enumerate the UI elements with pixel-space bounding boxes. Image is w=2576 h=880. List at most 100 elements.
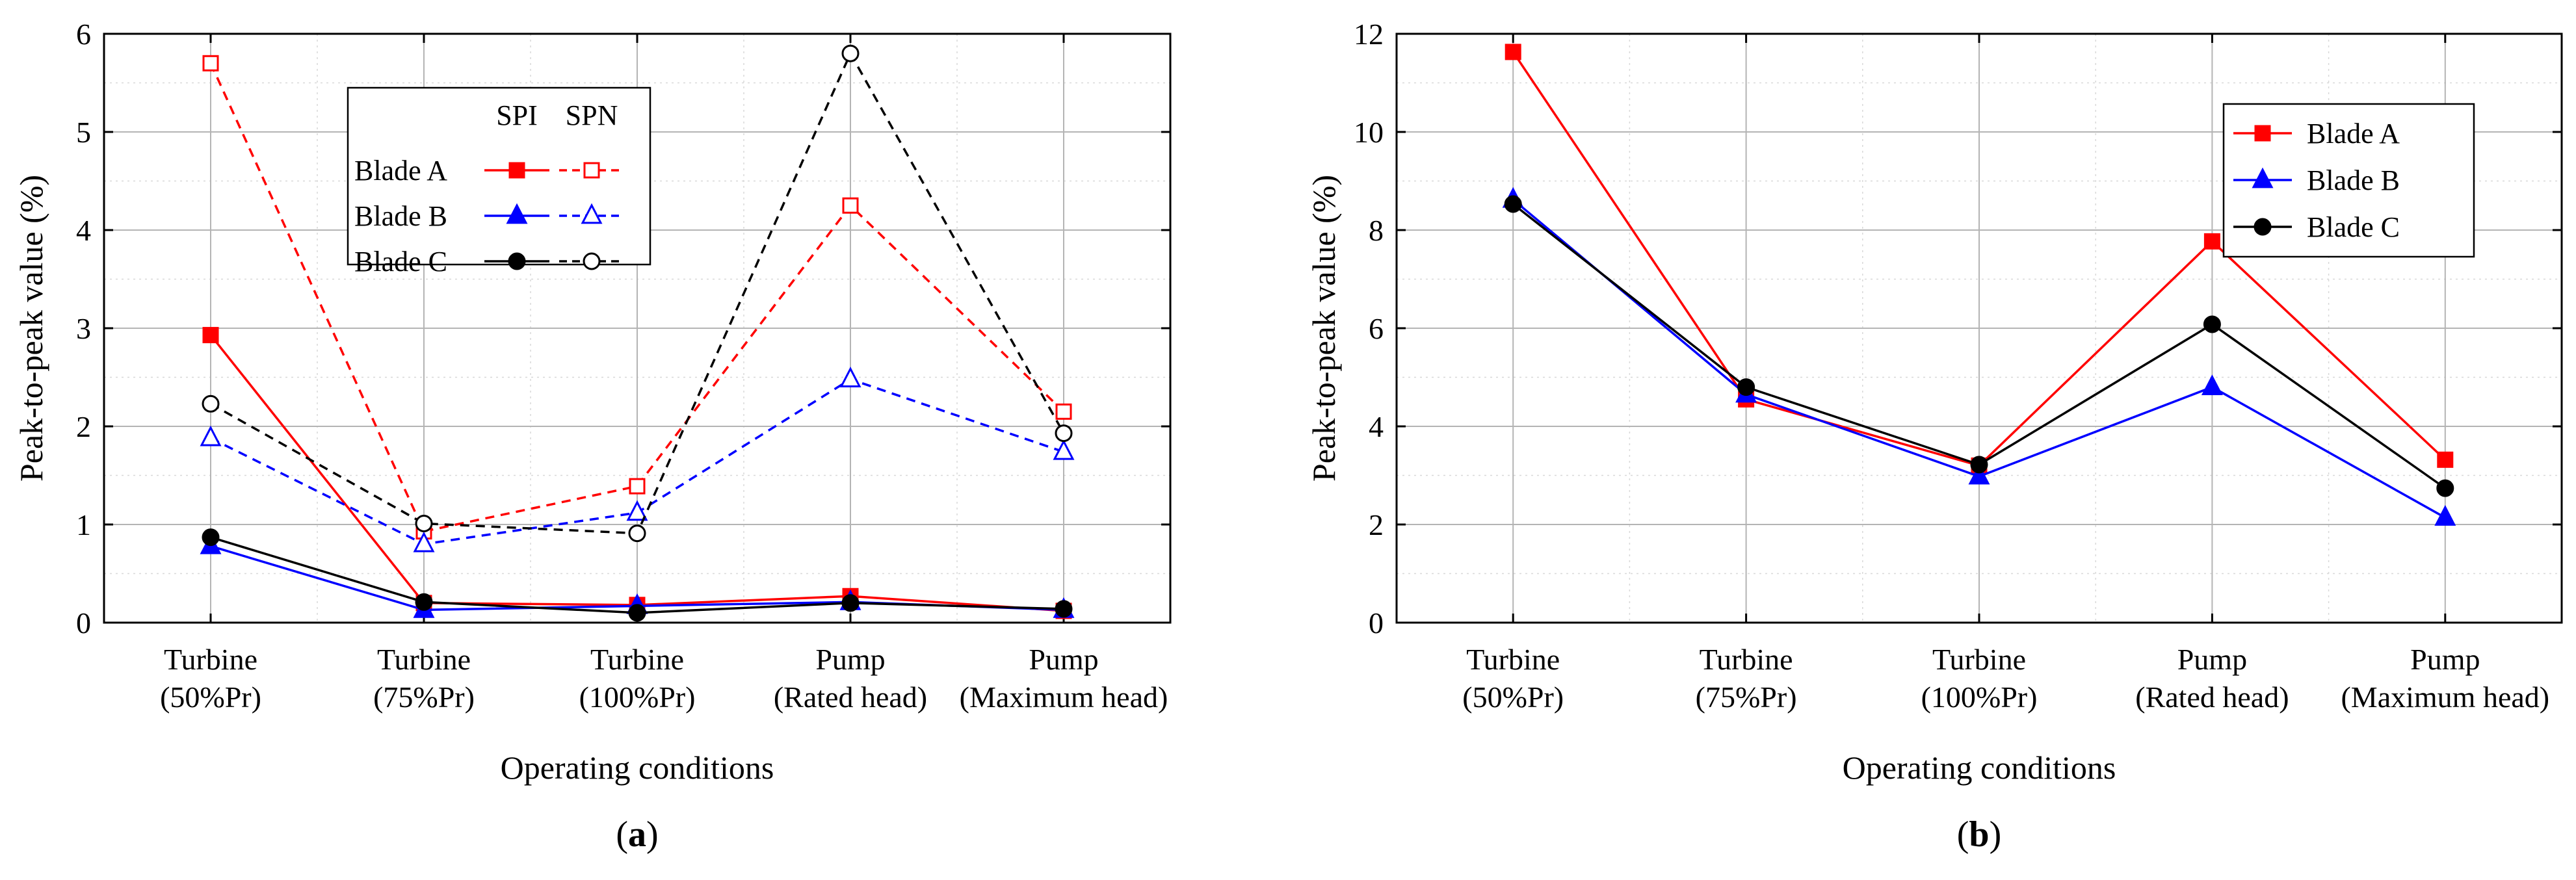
- data-point: [841, 44, 860, 62]
- data-point: [2434, 505, 2456, 526]
- legend-label: Blade A: [354, 155, 447, 187]
- legend-label: Blade A: [2307, 118, 2400, 149]
- data-point: [1737, 378, 1755, 396]
- data-point: [1504, 195, 1522, 213]
- data-point: [2203, 315, 2221, 333]
- x-tick-label: Pump: [2410, 643, 2480, 676]
- legend-marker: [2254, 218, 2272, 236]
- x-axis-title: Operating conditions: [1843, 749, 2116, 786]
- legend-label: Blade C: [2307, 211, 2400, 243]
- x-tick-label: Pump: [1029, 643, 1098, 676]
- legend-marker: [581, 203, 603, 224]
- panel-label: (a): [616, 814, 658, 855]
- panel-label: (b): [1957, 814, 2001, 855]
- plot-frame: [103, 32, 1172, 624]
- y-tick-label: 3: [76, 312, 91, 345]
- x-tick-label: (75%Pr): [373, 680, 475, 714]
- y-tick-label: 4: [76, 214, 91, 247]
- x-tick-label: Turbine: [377, 643, 471, 676]
- data-point: [2201, 374, 2223, 396]
- data-point: [1970, 456, 1988, 474]
- legend: SPI SPN Blade A Blade B Blade C: [347, 86, 651, 278]
- data-point: [202, 528, 220, 547]
- series-blade-c-spn: [202, 44, 1073, 543]
- x-tick-label: Pump: [815, 643, 885, 676]
- legend: Blade A Blade B Blade C: [2222, 103, 2475, 258]
- legend-column-header: SPI: [496, 99, 538, 131]
- series-blade-b-spn: [200, 367, 1075, 552]
- plot-frame: [1395, 32, 2563, 624]
- x-tick-label: Turbine: [590, 643, 684, 676]
- data-point: [1055, 424, 1073, 443]
- y-axis-title: Peak-to-peak value (%): [13, 175, 49, 482]
- x-tick-label: (Maximum head): [960, 680, 1168, 714]
- x-axis-title: Operating conditions: [501, 749, 774, 786]
- data-point: [413, 531, 435, 552]
- legend-marker: [2252, 167, 2274, 188]
- x-tick-label: Turbine: [1700, 643, 1793, 676]
- legend-label: Blade B: [354, 200, 447, 232]
- data-point: [629, 478, 646, 495]
- data-point: [415, 593, 433, 611]
- data-point: [839, 367, 861, 387]
- y-tick-label: 2: [1369, 508, 1384, 541]
- x-tick-label: Pump: [2177, 643, 2247, 676]
- data-point: [415, 514, 433, 532]
- panel-label-paren: (: [616, 814, 628, 855]
- y-tick-label: 0: [76, 606, 91, 640]
- data-point: [842, 197, 859, 214]
- legend-column-header: SPN: [566, 99, 618, 131]
- data-point: [628, 604, 646, 622]
- y-tick-label: 1: [76, 508, 91, 541]
- data-point: [202, 395, 220, 413]
- x-tick-label: (75%Pr): [1696, 680, 1797, 714]
- data-point: [202, 327, 219, 344]
- data-point: [626, 500, 648, 521]
- y-tick-label: 12: [1354, 18, 1384, 51]
- chart-panel-b: 0 2 4 6 8 10 12 Turbine (50%Pr) Turbine (75%Pr) Tur…: [1306, 18, 2563, 855]
- data-point: [2437, 451, 2454, 468]
- y-axis-title: Peak-to-peak value (%): [1306, 175, 1342, 482]
- legend-label: Blade C: [354, 246, 447, 278]
- legend-marker: [2254, 125, 2271, 142]
- y-tick-label: 10: [1354, 116, 1384, 149]
- x-tick-label: (100%Pr): [1921, 680, 2038, 714]
- x-tick-label: (Rated head): [2135, 680, 2289, 714]
- data-point: [2436, 479, 2454, 497]
- panel-label-letter: a: [628, 814, 646, 855]
- y-tick-label: 6: [1369, 312, 1384, 345]
- data-point: [1055, 600, 1073, 618]
- series-blade-c: [1504, 195, 2454, 497]
- y-tick-label: 8: [1369, 214, 1384, 247]
- y-tick-label: 0: [1369, 606, 1384, 640]
- data-point: [202, 55, 219, 71]
- legend-marker: [508, 252, 526, 270]
- x-tick-label: (Rated head): [774, 680, 927, 714]
- x-tick-label: (Maximum head): [2341, 680, 2549, 714]
- data-point: [1968, 463, 1990, 485]
- x-tick-label: (50%Pr): [1462, 680, 1564, 714]
- x-tick-label: Turbine: [164, 643, 257, 676]
- data-point: [2203, 233, 2220, 250]
- x-tick-label: (50%Pr): [160, 680, 261, 714]
- panel-label-paren: ): [646, 814, 659, 855]
- legend-label: Blade B: [2307, 164, 2400, 196]
- y-tick-label: 2: [76, 410, 91, 443]
- panel-label-paren: (: [1957, 814, 1969, 855]
- data-point: [1055, 403, 1072, 420]
- data-point: [841, 594, 860, 612]
- data-point: [628, 524, 646, 543]
- x-tick-label: Turbine: [1466, 643, 1560, 676]
- data-point: [1053, 439, 1075, 460]
- series-blade-c-spi: [202, 528, 1073, 622]
- panel-label-paren: ): [1990, 814, 2002, 855]
- legend-marker: [506, 203, 528, 224]
- legend-marker: [508, 162, 525, 179]
- legend-marker: [583, 252, 601, 270]
- chart-panel-a: 0 1 2 3 4 5 6 Turbine (50%Pr) Turbine (75%Pr) Turbi…: [13, 18, 1172, 855]
- y-tick-label: 5: [76, 116, 91, 149]
- data-point: [1505, 44, 1521, 60]
- x-tick-label: (100%Pr): [579, 680, 696, 714]
- legend-marker: [583, 162, 600, 179]
